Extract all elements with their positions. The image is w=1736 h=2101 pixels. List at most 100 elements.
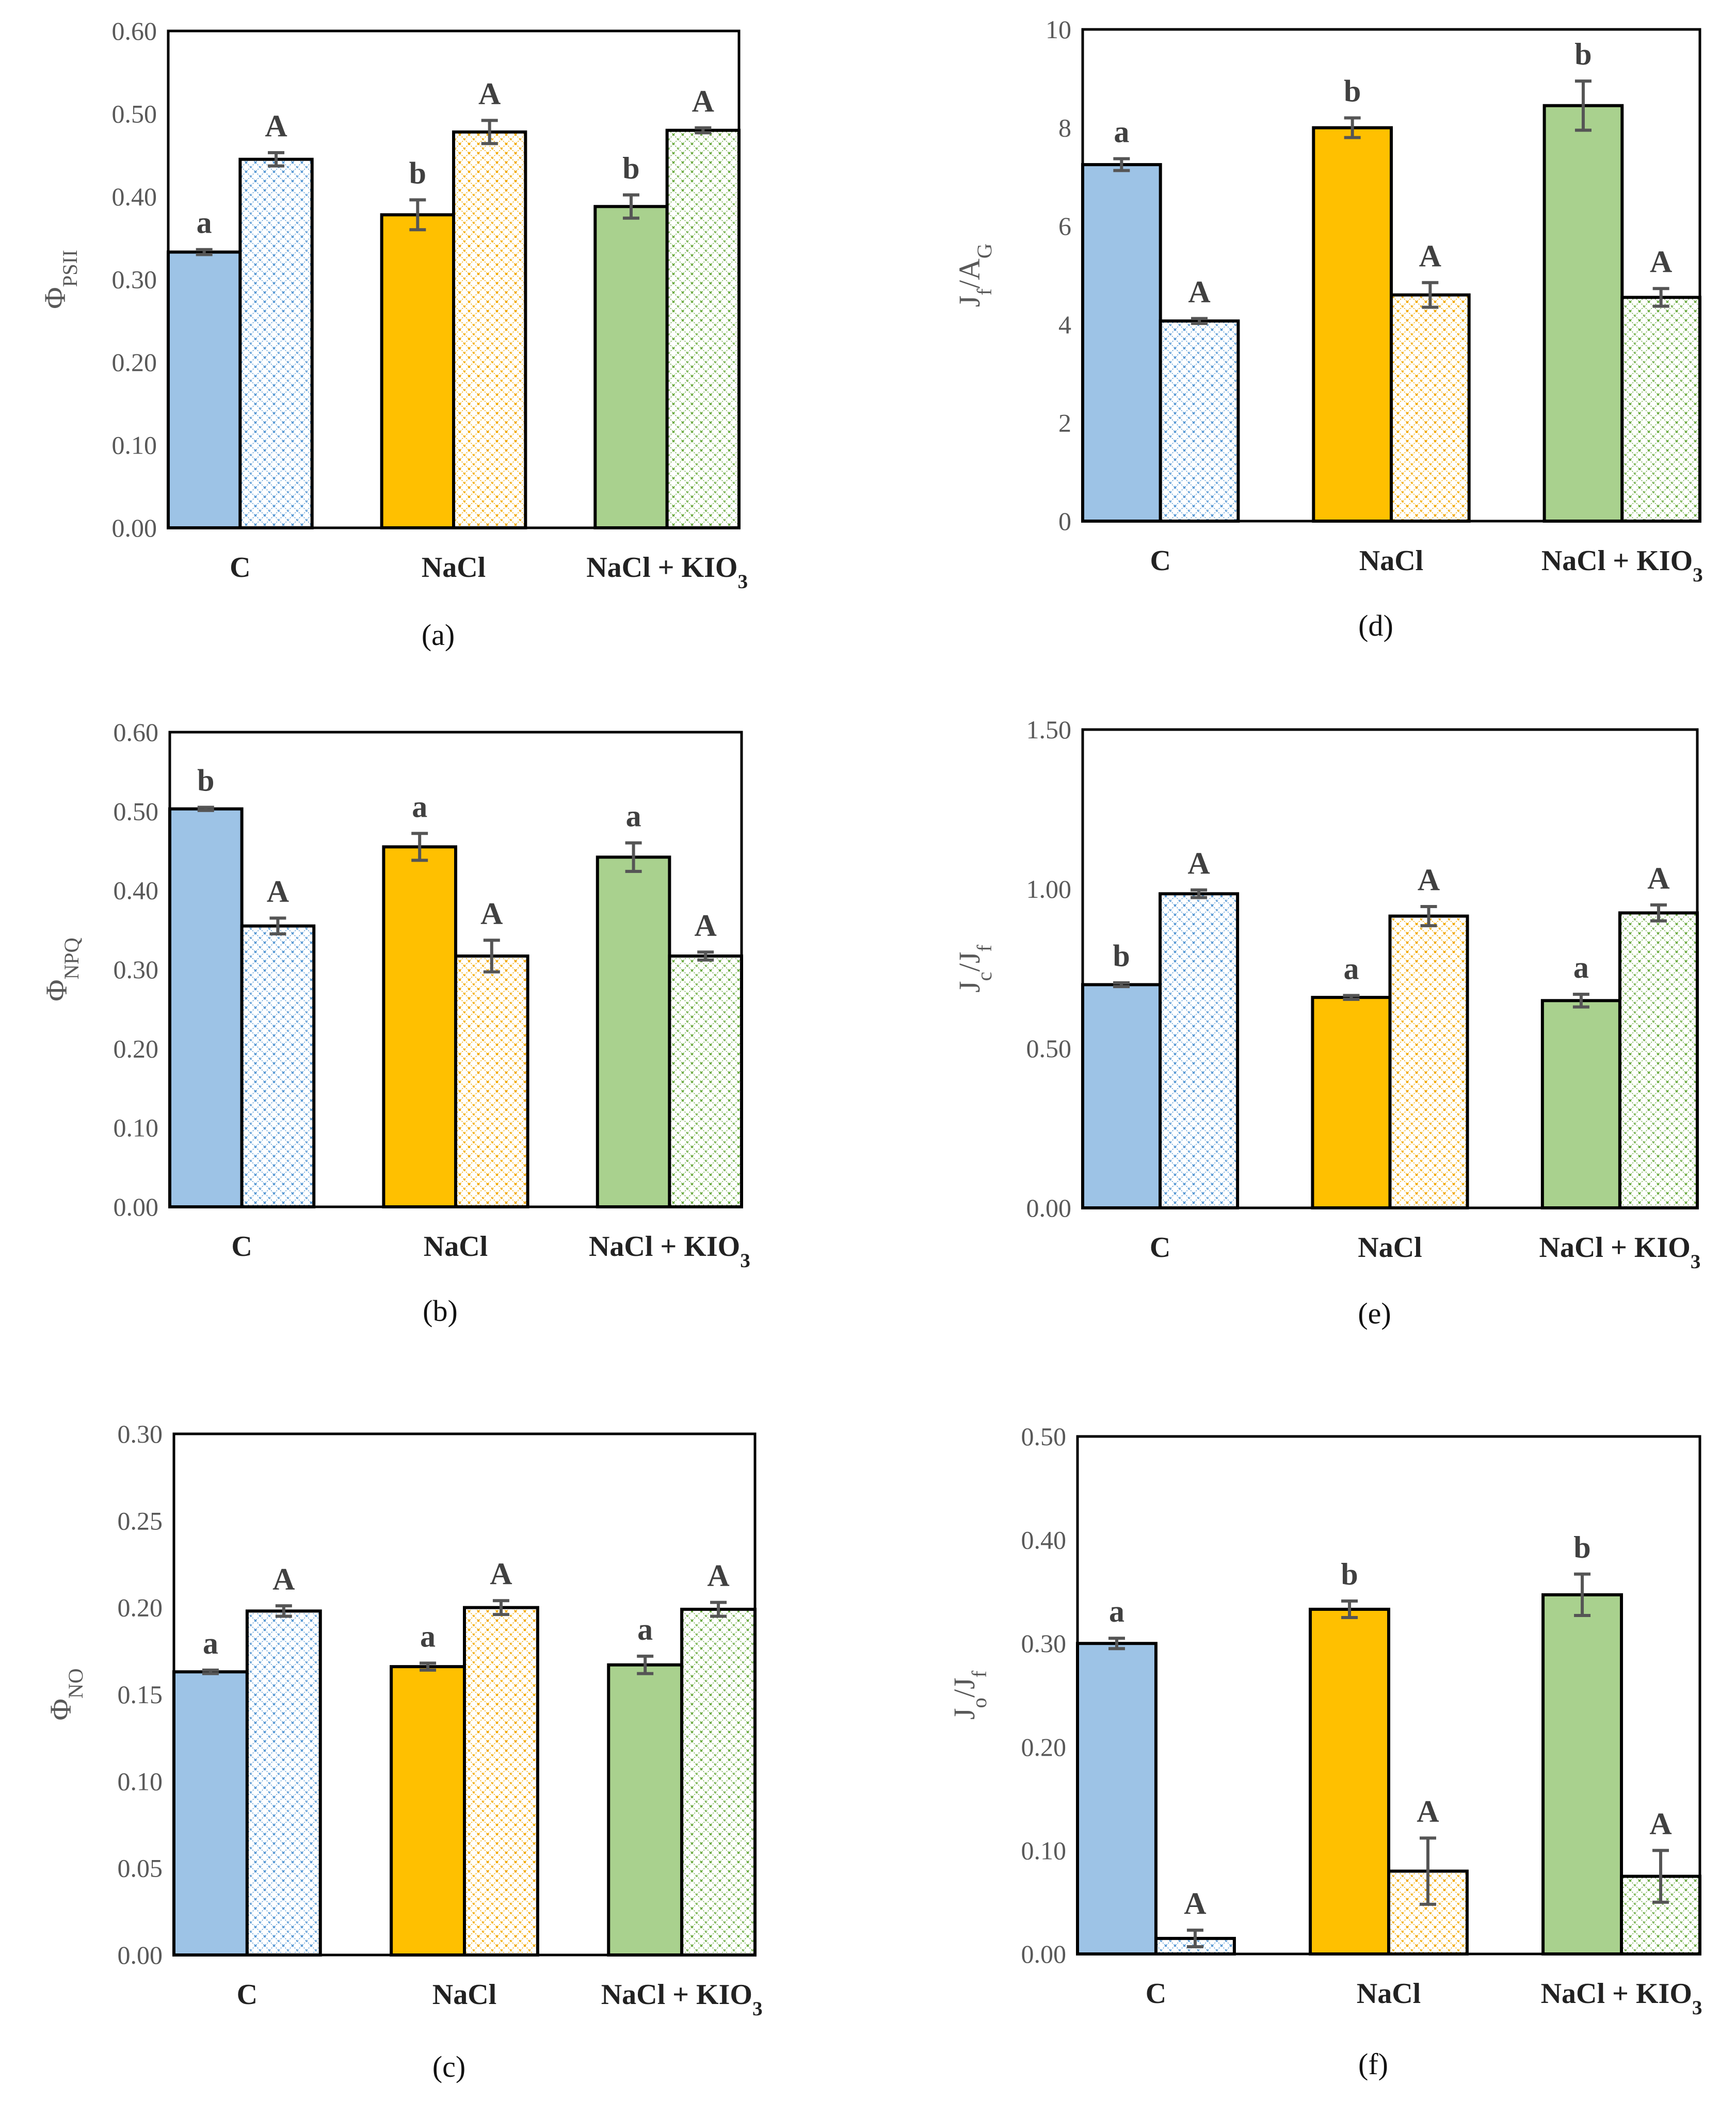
error-bar [197, 805, 214, 812]
text-part: Φ [38, 287, 72, 309]
significance-letter: a [1343, 951, 1359, 985]
category-label: C [1150, 545, 1170, 577]
y-tick-label: 0.00 [112, 513, 157, 542]
error-bar [1113, 157, 1130, 172]
significance-letter: a [637, 1612, 653, 1646]
bar-KIO3-hatched [1620, 296, 1701, 523]
text-part: NaCl + KIO [1539, 1232, 1691, 1264]
error-bar [1574, 79, 1592, 132]
error-bar [409, 198, 426, 232]
y-tick-label: 0.00 [114, 1192, 159, 1221]
significance-letter: A [1650, 245, 1672, 279]
subscript: 3 [737, 571, 748, 593]
y-tick-label: 6 [1058, 212, 1071, 240]
y-tick-label: 2 [1058, 408, 1071, 437]
error-bar [1344, 116, 1361, 139]
category-label: NaCl + KIO3 [601, 1979, 763, 2020]
panel-caption: (c) [432, 2050, 465, 2083]
y-tick-label: 0.25 [118, 1506, 163, 1535]
bar-NaCl-solid [380, 213, 455, 529]
y-tick-label: 0.50 [112, 100, 157, 128]
significance-letter: b [1573, 1530, 1590, 1564]
panel-caption: (b) [423, 1294, 458, 1328]
category-label: NaCl + KIO3 [589, 1231, 750, 1272]
significance-letter: a [197, 206, 212, 240]
chart-panel-e: 0.00 0.50 1.00 1.50 Jc/Jf b A Ca A NaCl a A NaCl + K… [953, 715, 1700, 1330]
bar-C-solid [1081, 983, 1162, 1210]
error-bar [1341, 1599, 1358, 1620]
category-label: NaCl [1357, 1978, 1421, 2010]
y-tick-label: 0.20 [112, 348, 157, 377]
text-part: C [230, 552, 250, 584]
significance-letter: A [272, 1562, 295, 1596]
subscript: NPQ [60, 938, 83, 979]
error-bar [269, 916, 286, 935]
y-tick-label: 0.30 [118, 1419, 163, 1448]
subscript: 3 [1692, 1997, 1702, 2019]
error-bar [275, 1604, 292, 1618]
bar-KIO3-solid [1542, 104, 1624, 523]
bar-KIO3-solid [1541, 1593, 1624, 1955]
bar-NaCl-solid [382, 845, 458, 1209]
bar-NaCl-hatched [1387, 1869, 1469, 1956]
error-bar [1572, 992, 1589, 1009]
y-axis-label: ΦNPQ [40, 938, 83, 1001]
y-tick-label: 0.50 [114, 797, 159, 826]
error-bar [1343, 994, 1360, 1001]
error-bar [1574, 1572, 1591, 1618]
chart-panel-b: 0.00 0.10 0.20 0.30 0.40 0.50 0.60 ΦNPQ b A Ca A NaC… [40, 718, 750, 1328]
y-tick-label: 0.60 [112, 17, 157, 45]
category-label: NaCl [1358, 1232, 1422, 1264]
significance-letter: A [480, 896, 503, 930]
significance-letter: A [1647, 861, 1669, 895]
y-tick-label: 0.40 [1021, 1526, 1067, 1555]
bar-KIO3-hatched [668, 954, 743, 1209]
bar-KIO3-hatched [1618, 911, 1699, 1209]
panel-caption: (d) [1358, 609, 1393, 642]
bar-NaCl-solid [1311, 996, 1392, 1209]
category-label: C [1146, 1978, 1166, 2010]
bar-NaCl-solid [1309, 1608, 1390, 1955]
bar-KIO3-hatched [680, 1608, 757, 1957]
text-part: NaCl [1358, 1232, 1422, 1264]
category-label: C [231, 1231, 252, 1263]
y-tick-label: 0.30 [114, 955, 159, 984]
text-part: J [953, 296, 986, 308]
subscript: G [973, 244, 996, 258]
significance-letter: A [267, 874, 289, 908]
significance-letter: a [420, 1619, 436, 1653]
subscript: f [973, 288, 996, 296]
text-part: NaCl [422, 552, 486, 584]
significance-letter: b [409, 156, 426, 190]
significance-letter: A [707, 1559, 729, 1593]
bar-NaCl-solid [390, 1665, 467, 1957]
bar-NaCl-hatched [1390, 293, 1471, 523]
error-bar [1191, 317, 1208, 325]
significance-letter: A [1649, 1806, 1671, 1840]
category-label: C [230, 552, 250, 584]
significance-letter: A [478, 76, 501, 110]
error-bar [492, 1599, 509, 1617]
error-bar [1650, 903, 1667, 923]
error-bar [202, 1668, 219, 1675]
text-part: NaCl + KIO [589, 1231, 740, 1263]
significance-letter: A [695, 908, 717, 942]
y-tick-label: 0.30 [112, 265, 157, 294]
plot-frame [1081, 728, 1699, 1209]
significance-letter: b [1574, 37, 1592, 71]
y-axis-label: ΦPSII [38, 250, 82, 309]
text-part: /J [947, 1677, 981, 1698]
y-tick-label: 0.10 [1021, 1836, 1067, 1865]
bar-NaCl-hatched [463, 1606, 539, 1957]
text-part: NaCl + KIO [1541, 545, 1693, 577]
y-tick-label: 4 [1058, 310, 1071, 339]
error-bar [637, 1654, 654, 1675]
text-part: NaCl [432, 1979, 496, 2011]
y-tick-label: 10 [1046, 15, 1071, 44]
subscript: PSII [58, 250, 82, 287]
bar-C-hatched [1159, 892, 1240, 1209]
panel-caption: (f) [1358, 2047, 1388, 2081]
error-bar [625, 841, 642, 873]
bar-C-hatched [1159, 319, 1240, 523]
